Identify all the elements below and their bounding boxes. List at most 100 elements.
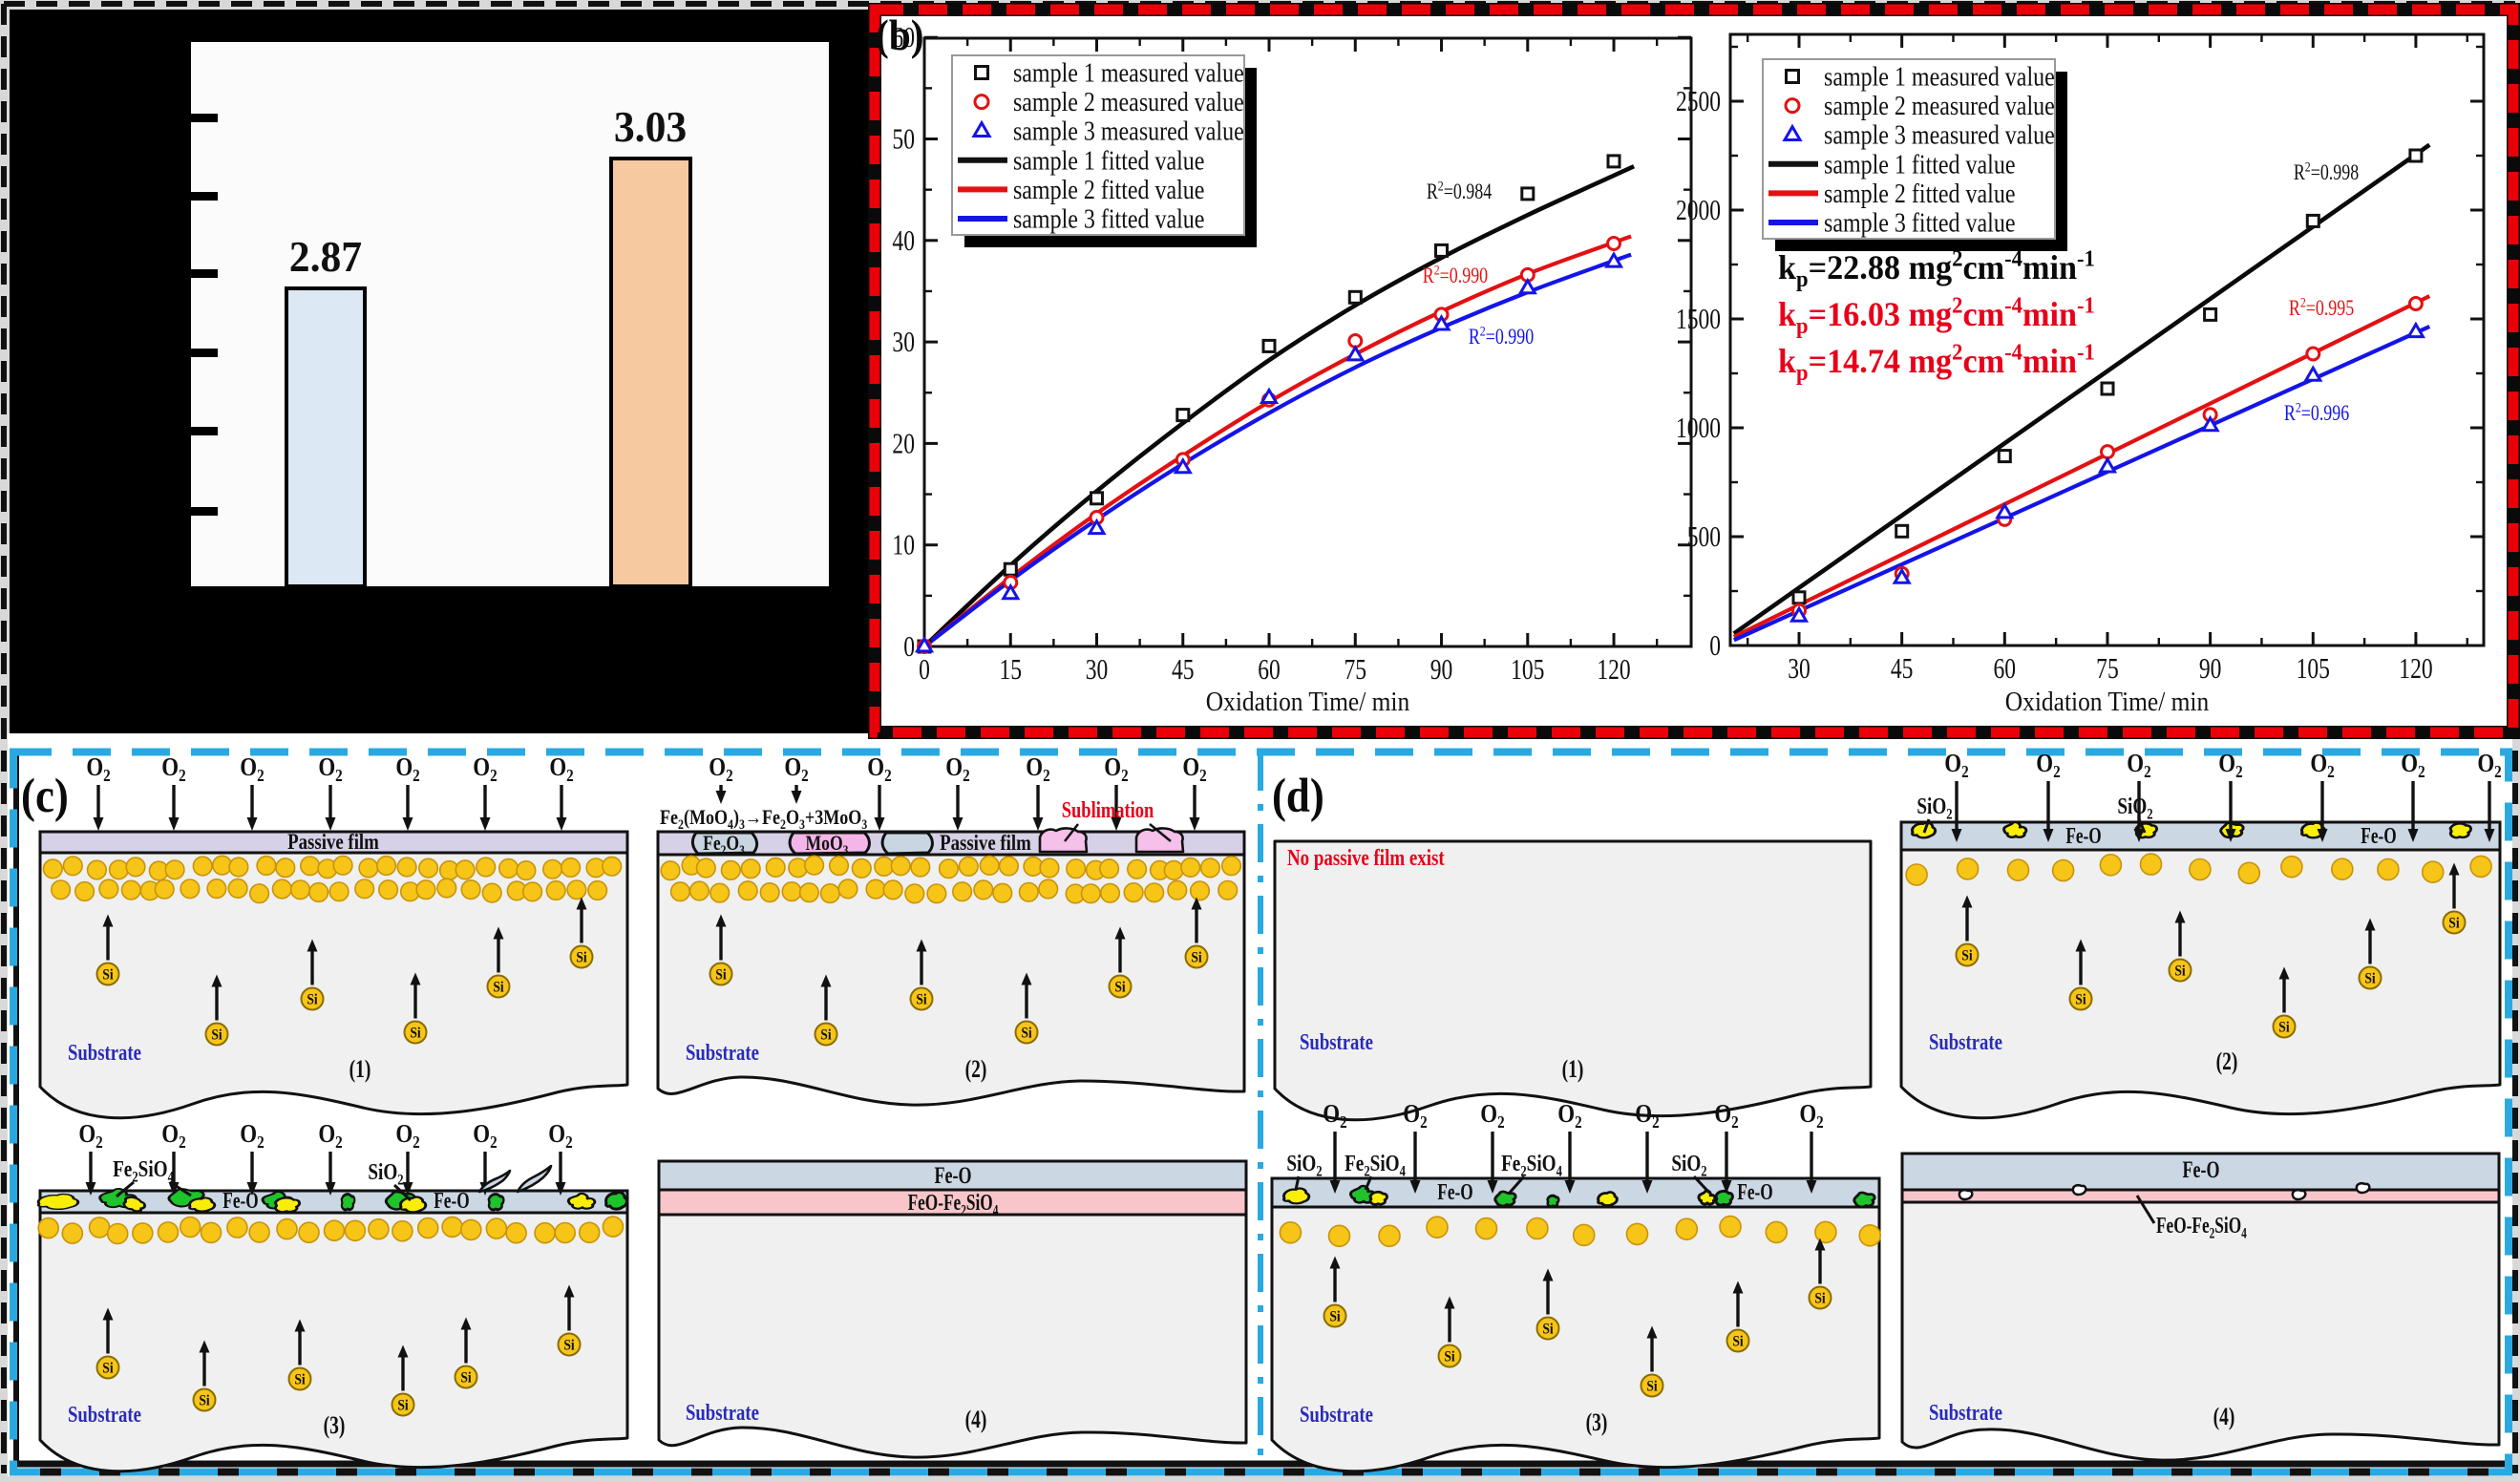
svg-text:sample 1 measured value: sample 1 measured value <box>1013 58 1244 88</box>
svg-text:sample 3 fitted value: sample 3 fitted value <box>1824 208 2015 238</box>
svg-text:R2​=0.984: R2​=0.984 <box>1427 178 1492 204</box>
svg-text:FeO-Fe2​SiO4​: FeO-Fe2​SiO4​ <box>908 1189 999 1218</box>
svg-text:(4): (4) <box>965 1406 987 1432</box>
svg-text:R2​=0.990: R2​=0.990 <box>1423 262 1488 288</box>
svg-text:45: 45 <box>1891 651 1914 685</box>
svg-text:Si: Si <box>2448 916 2459 932</box>
svg-text:Substrate: Substrate <box>68 1040 141 1066</box>
svg-text:O2​: O2​ <box>2401 750 2425 781</box>
svg-text:R2​=0.990: R2​=0.990 <box>1469 323 1534 349</box>
svg-text:Oxidation Time/ min: Oxidation Time/ min <box>1206 686 1410 716</box>
svg-text:Si: Si <box>1814 1291 1825 1307</box>
svg-text:120: 120 <box>2399 651 2432 685</box>
svg-text:Substrate: Substrate <box>686 1040 759 1066</box>
svg-text:O2​: O2​ <box>548 1120 572 1152</box>
svg-text:Substrate: Substrate <box>1929 1029 2002 1055</box>
svg-text:sample 1 measured value: sample 1 measured value <box>1824 62 2055 92</box>
svg-text:Si: Si <box>211 1027 222 1044</box>
svg-text:(2): (2) <box>2216 1048 2238 1074</box>
svg-text:Si: Si <box>307 992 317 1008</box>
svg-text:60: 60 <box>1993 651 2016 685</box>
svg-text:Si: Si <box>2075 992 2086 1008</box>
svg-text:Sublimation: Sublimation <box>1062 797 1154 823</box>
svg-text:50: 50 <box>892 121 915 155</box>
svg-text:Si: Si <box>1329 1309 1340 1325</box>
svg-text:Fe-O: Fe-O <box>434 1187 469 1214</box>
svg-text:kp​=16.03 mg2​cm-4​min-1​: kp​=16.03 mg2​cm-4​min-1​ <box>1778 293 2095 339</box>
svg-text:Fe-O: Fe-O <box>222 1187 258 1214</box>
svg-text:Si: Si <box>102 1361 113 1377</box>
svg-text:R2​=0.998: R2​=0.998 <box>2294 159 2359 185</box>
svg-text:Fe2​SiO4​: Fe2​SiO4​ <box>113 1156 174 1186</box>
svg-text:Fe-O: Fe-O <box>2183 1156 2220 1183</box>
svg-text:Fe-O: Fe-O <box>1737 1178 1772 1205</box>
svg-text:105: 105 <box>1511 652 1544 686</box>
svg-text:Oxidation Time/ min: Oxidation Time/ min <box>2005 686 2210 716</box>
svg-text:Fe2​(MoO4​)3​→Fe2​O3​+3MoO3​: Fe2​(MoO4​)3​→Fe2​O3​+3MoO3​ <box>660 806 868 832</box>
svg-text:Substrate: Substrate <box>1300 1402 1373 1428</box>
svg-text:105: 105 <box>2297 651 2330 685</box>
svg-text:Si: Si <box>1444 1349 1454 1366</box>
svg-text:60: 60 <box>892 20 915 53</box>
svg-text:sample 1 fitted value: sample 1 fitted value <box>1013 146 1204 176</box>
svg-text:Si: Si <box>2278 1020 2289 1036</box>
svg-text:2.87: 2.87 <box>289 232 362 281</box>
svg-text:0: 0 <box>919 652 930 686</box>
svg-text:Si: Si <box>715 967 726 984</box>
svg-text:Passive film: Passive film <box>940 830 1031 855</box>
svg-text:MoO3​: MoO3​ <box>806 832 849 857</box>
svg-text:30: 30 <box>892 325 915 358</box>
svg-text:90: 90 <box>1430 652 1453 686</box>
svg-text:Si: Si <box>820 1027 831 1044</box>
svg-text:Si: Si <box>460 1370 471 1387</box>
svg-text:Fe-O: Fe-O <box>2065 822 2101 849</box>
svg-text:0: 0 <box>903 629 915 663</box>
svg-text:Passive film: Passive film <box>287 829 379 854</box>
svg-text:Si: Si <box>916 992 926 1008</box>
svg-text:kp​=14.74 mg2​cm-4​min-1​: kp​=14.74 mg2​cm-4​min-1​ <box>1778 340 2095 386</box>
svg-text:30: 30 <box>1788 651 1811 685</box>
svg-text:30: 30 <box>1086 652 1109 686</box>
svg-text:(2): (2) <box>965 1055 987 1082</box>
svg-text:Si: Si <box>1542 1322 1553 1338</box>
svg-text:Si: Si <box>2174 963 2185 980</box>
svg-text:R2​=0.996: R2​=0.996 <box>2284 399 2349 426</box>
svg-text:sample 2 measured value: sample 2 measured value <box>1013 87 1244 116</box>
svg-text:60: 60 <box>1258 652 1281 686</box>
svg-text:Fe2​SiO4​: Fe2​SiO4​ <box>1345 1151 1406 1180</box>
svg-text:0: 0 <box>1709 628 1721 662</box>
svg-text:Si: Si <box>410 1026 420 1042</box>
svg-text:2000: 2000 <box>1676 193 1721 226</box>
svg-text:20: 20 <box>892 426 915 459</box>
svg-text:sample 2 measured value: sample 2 measured value <box>1824 91 2055 120</box>
svg-text:R2​=0.995: R2​=0.995 <box>2289 294 2354 321</box>
svg-text:45: 45 <box>1172 652 1195 686</box>
svg-text:Si: Si <box>102 967 113 984</box>
svg-text:40: 40 <box>892 223 915 257</box>
svg-text:Si: Si <box>1114 980 1125 996</box>
svg-text:Si: Si <box>294 1372 305 1388</box>
svg-text:Fe-O: Fe-O <box>2361 822 2396 849</box>
svg-text:Si: Si <box>199 1393 209 1409</box>
svg-text:(4): (4) <box>2213 1403 2235 1429</box>
svg-text:sample 2 fitted value: sample 2 fitted value <box>1013 175 1204 204</box>
svg-text:kp​=22.88 mg2​cm-4​min-1​: kp​=22.88 mg2​cm-4​min-1​ <box>1778 246 2095 292</box>
svg-text:Si: Si <box>576 950 586 966</box>
svg-text:O2​: O2​ <box>78 1120 102 1152</box>
svg-text:Substrate: Substrate <box>1300 1029 1373 1055</box>
svg-text:15: 15 <box>999 652 1022 686</box>
svg-text:120: 120 <box>1597 652 1630 686</box>
svg-text:Fe-O: Fe-O <box>935 1162 972 1189</box>
svg-text:Si: Si <box>1191 950 1201 966</box>
svg-text:75: 75 <box>2096 651 2119 685</box>
svg-text:3.03: 3.03 <box>614 102 687 151</box>
svg-text:sample 3 fitted value: sample 3 fitted value <box>1013 204 1204 234</box>
svg-text:1500: 1500 <box>1676 302 1721 335</box>
svg-text:2500: 2500 <box>1676 84 1721 117</box>
svg-text:10: 10 <box>892 528 915 561</box>
svg-text:Fe2​SiO4​: Fe2​SiO4​ <box>1501 1151 1562 1180</box>
svg-text:sample 3 measured value: sample 3 measured value <box>1013 116 1244 146</box>
svg-text:(1): (1) <box>349 1055 371 1082</box>
svg-text:sample 3 measured value: sample 3 measured value <box>1824 120 2055 150</box>
svg-text:sample 1 fitted value: sample 1 fitted value <box>1824 150 2015 180</box>
